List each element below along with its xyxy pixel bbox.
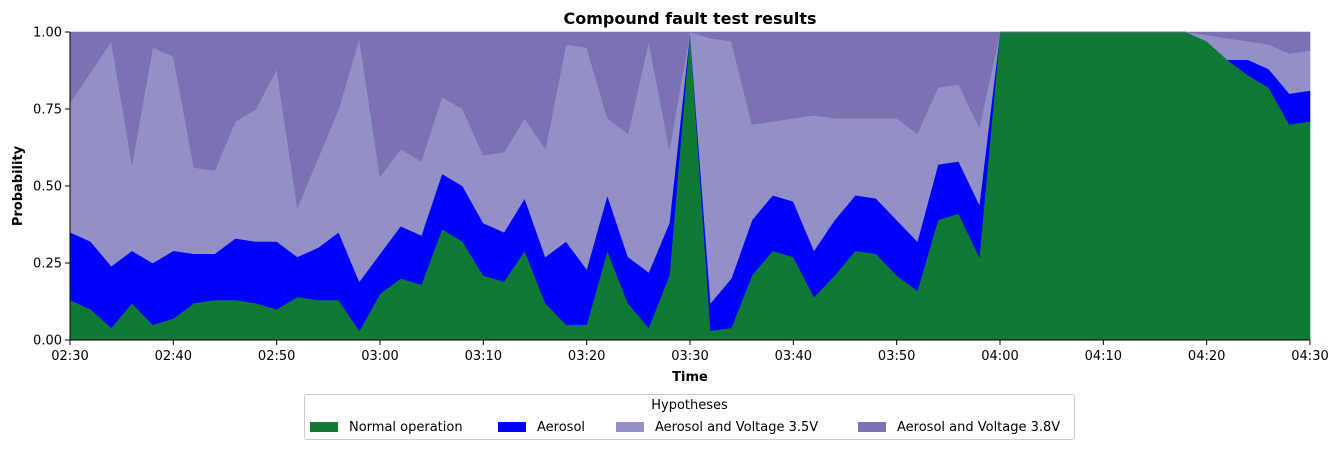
x-tick-label: 02:40	[155, 349, 192, 364]
legend-item-normal-operation: Normal operation	[310, 419, 463, 435]
x-tick-label: 03:00	[361, 349, 398, 364]
y-axis-label: Probability	[11, 145, 26, 226]
legend-label: Aerosol	[537, 419, 586, 435]
x-tick-label: 02:30	[51, 349, 88, 364]
legend-item-aerosol-voltage-38: Aerosol and Voltage 3.8V	[858, 419, 1060, 435]
x-tick-label: 03:40	[775, 349, 812, 364]
x-tick-label: 04:20	[1188, 349, 1225, 364]
legend: Hypotheses Normal operation Aerosol Aero…	[304, 394, 1075, 440]
axes-layer: 0.00 0.25 0.50 0.75 1.00 02:30 02:40 02:50 03:00…	[33, 26, 1329, 365]
legend-swatch	[616, 422, 644, 432]
x-tick-label: 02:50	[258, 349, 295, 364]
y-tick-label: 0.50	[33, 180, 62, 195]
legend-item-aerosol: Aerosol	[498, 419, 585, 435]
area-series-3	[69, 31, 1311, 209]
y-tick-label: 0.00	[33, 334, 62, 349]
x-axis-label: Time	[672, 370, 708, 385]
x-tick-label: 04:10	[1085, 349, 1122, 364]
x-tick-label: 03:10	[465, 349, 502, 364]
y-tick-label: 0.25	[33, 257, 62, 272]
y-tick-label: 1.00	[33, 26, 62, 41]
x-tick-label: 03:30	[671, 349, 708, 364]
x-tick-label: 04:00	[981, 349, 1018, 364]
legend-label: Aerosol and Voltage 3.5V	[655, 419, 819, 435]
y-tick-label: 0.75	[33, 103, 62, 118]
legend-swatch	[858, 422, 886, 432]
chart-title: Compound fault test results	[563, 9, 816, 28]
legend-label: Aerosol and Voltage 3.8V	[897, 419, 1061, 435]
legend-swatch	[498, 422, 526, 432]
x-tick-label: 03:20	[568, 349, 605, 364]
legend-title: Hypotheses	[651, 398, 728, 413]
x-tick-label: 03:50	[878, 349, 915, 364]
legend-item-aerosol-voltage-35: Aerosol and Voltage 3.5V	[616, 419, 818, 435]
legend-label: Normal operation	[349, 419, 463, 435]
area-layer	[69, 31, 1311, 341]
x-tick-label: 04:30	[1291, 349, 1328, 364]
legend-swatch	[310, 422, 338, 432]
